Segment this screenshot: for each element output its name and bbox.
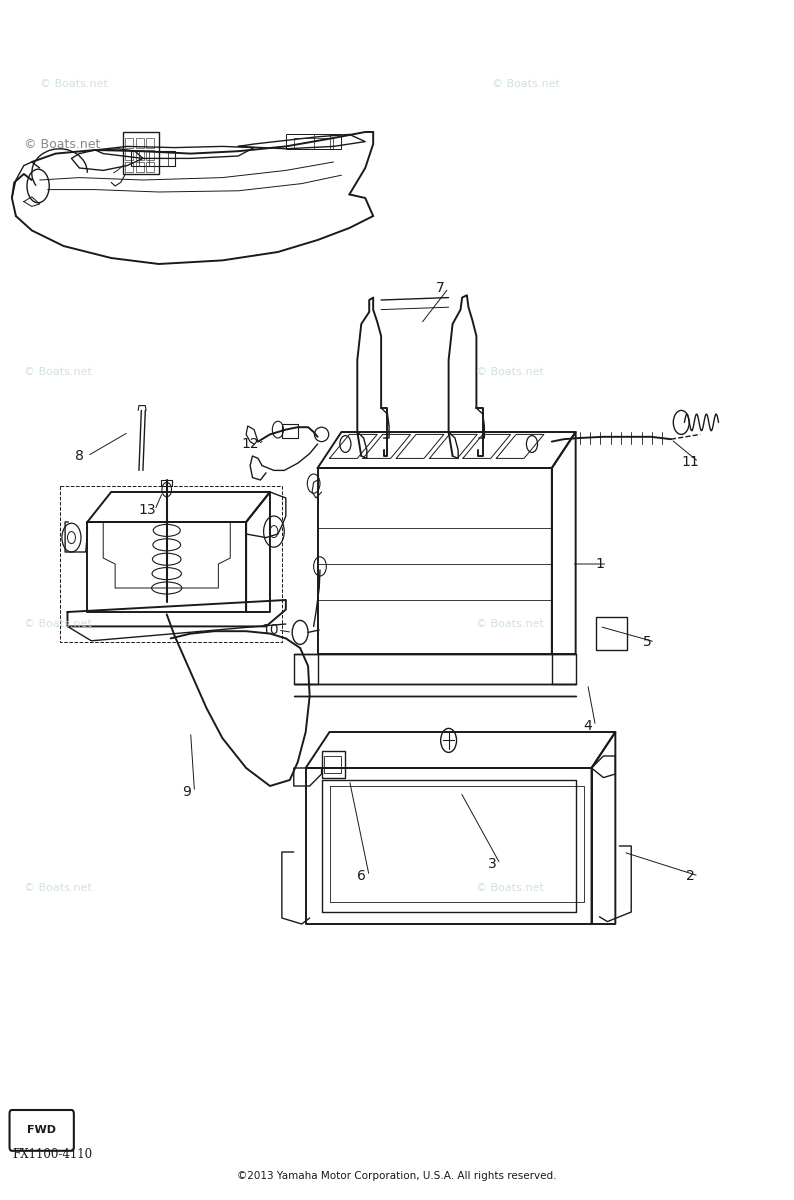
Text: © Boats.net: © Boats.net xyxy=(24,367,91,377)
Text: 1: 1 xyxy=(595,557,604,571)
Bar xyxy=(131,151,175,166)
Text: © Boats.net: © Boats.net xyxy=(492,79,560,89)
Bar xyxy=(136,162,144,172)
Text: © Boats.net: © Boats.net xyxy=(40,79,107,89)
Bar xyxy=(324,756,341,773)
Text: 13: 13 xyxy=(138,503,156,517)
Text: © Boats.net: © Boats.net xyxy=(476,883,544,893)
Bar xyxy=(136,138,144,148)
Text: 8: 8 xyxy=(75,449,84,463)
Text: ©2013 Yamaha Motor Corporation, U.S.A. All rights reserved.: ©2013 Yamaha Motor Corporation, U.S.A. A… xyxy=(237,1171,557,1181)
Text: © Boats.net: © Boats.net xyxy=(24,883,91,893)
Text: 2: 2 xyxy=(686,869,696,883)
Bar xyxy=(146,150,154,160)
Text: © Boats.net: © Boats.net xyxy=(476,619,544,629)
Text: 9: 9 xyxy=(182,785,191,799)
Bar xyxy=(282,424,298,438)
Text: 7: 7 xyxy=(436,281,445,295)
Bar xyxy=(125,150,133,160)
Bar xyxy=(318,468,552,654)
Bar xyxy=(146,138,154,148)
Text: FWD: FWD xyxy=(27,1126,56,1135)
Text: 6: 6 xyxy=(357,869,366,883)
Text: 3: 3 xyxy=(488,857,497,871)
Bar xyxy=(125,162,133,172)
Text: 10: 10 xyxy=(261,623,279,637)
Bar xyxy=(294,138,333,149)
Text: 5: 5 xyxy=(642,635,652,649)
Bar xyxy=(596,617,627,650)
Text: 11: 11 xyxy=(682,455,700,469)
Bar xyxy=(125,138,133,148)
Bar xyxy=(286,134,341,149)
Text: FX1100-4110: FX1100-4110 xyxy=(12,1148,92,1160)
Bar xyxy=(136,150,144,160)
Text: 12: 12 xyxy=(241,437,259,451)
Text: © Boats.net: © Boats.net xyxy=(24,138,100,150)
Bar xyxy=(146,162,154,172)
Text: © Boats.net: © Boats.net xyxy=(476,367,544,377)
Text: © Boats.net: © Boats.net xyxy=(24,619,91,629)
Bar xyxy=(322,751,345,778)
Bar xyxy=(123,132,159,174)
Text: 4: 4 xyxy=(583,719,592,733)
